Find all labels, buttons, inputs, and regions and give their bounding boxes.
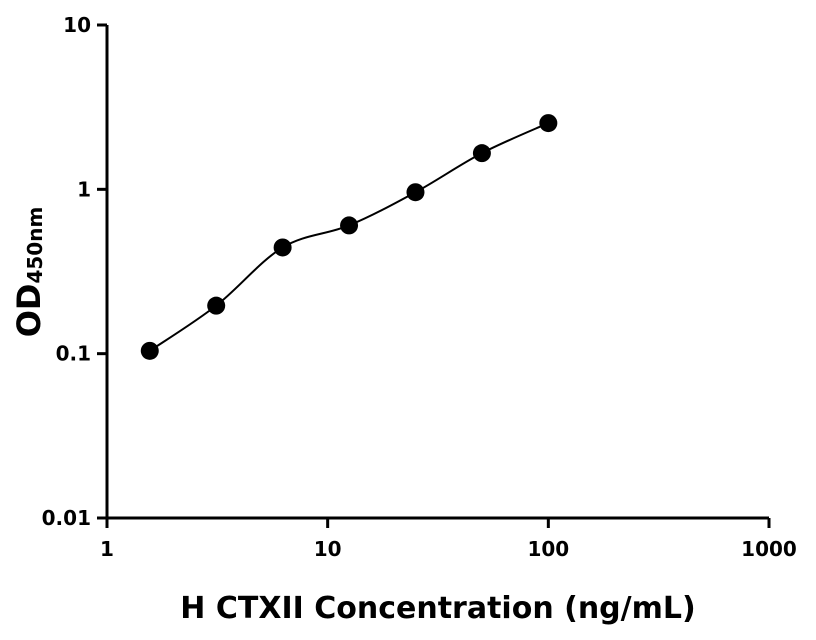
y-tick-label: 10 <box>63 13 91 37</box>
data-point <box>472 144 491 163</box>
data-point <box>539 114 558 133</box>
data-point <box>140 341 159 360</box>
data-point <box>406 183 425 202</box>
y-tick-label: 0.01 <box>42 506 91 530</box>
x-tick-label: 100 <box>527 537 569 561</box>
data-point <box>340 216 359 235</box>
y-axis-label: OD450nm <box>10 207 48 338</box>
data-point <box>273 238 292 257</box>
x-tick-label: 10 <box>314 537 342 561</box>
y-tick-label: 0.1 <box>56 342 91 366</box>
y-axis-label-sub: 450nm <box>23 207 47 284</box>
data-point <box>207 296 226 315</box>
x-tick-label: 1 <box>100 537 114 561</box>
y-tick-label: 1 <box>77 177 91 201</box>
x-tick-label: 1000 <box>741 537 797 561</box>
y-axis-label-main: OD <box>10 284 48 338</box>
x-axis-label: H CTXII Concentration (ng/mL) <box>180 591 695 626</box>
